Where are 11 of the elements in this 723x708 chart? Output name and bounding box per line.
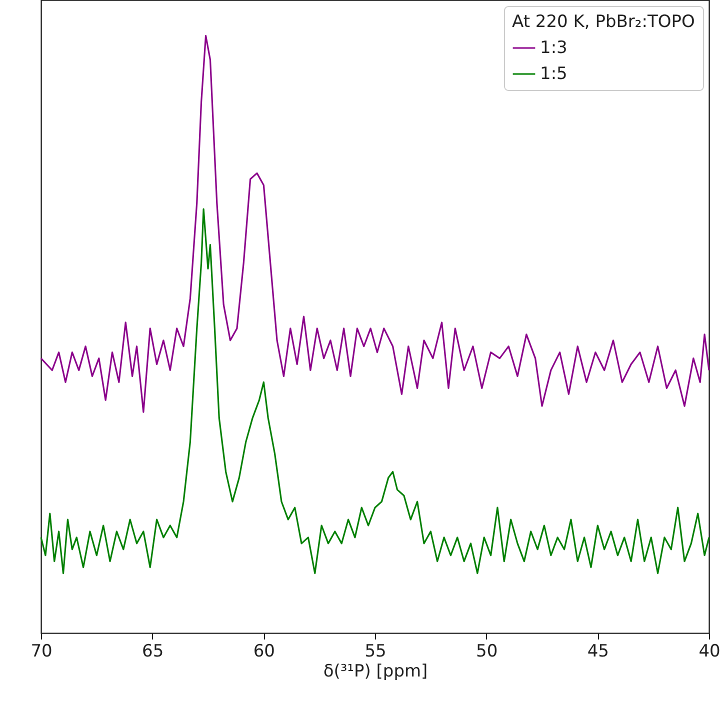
x-tick-label: 55 — [364, 642, 386, 662]
x-axis-title: δ(³¹P) [ppm] — [323, 662, 428, 682]
x-tick-label: 60 — [253, 642, 275, 662]
x-tick-label: 40 — [698, 642, 720, 662]
legend-label: 1:5 — [540, 64, 568, 84]
x-tick-label: 50 — [476, 642, 498, 662]
x-tick-label: 65 — [142, 642, 164, 662]
legend-title: At 220 K, PbBr₂:TOPO — [512, 12, 695, 32]
x-tick-label: 45 — [587, 642, 609, 662]
x-tick-label: 70 — [30, 642, 52, 662]
legend-label: 1:3 — [540, 38, 568, 58]
